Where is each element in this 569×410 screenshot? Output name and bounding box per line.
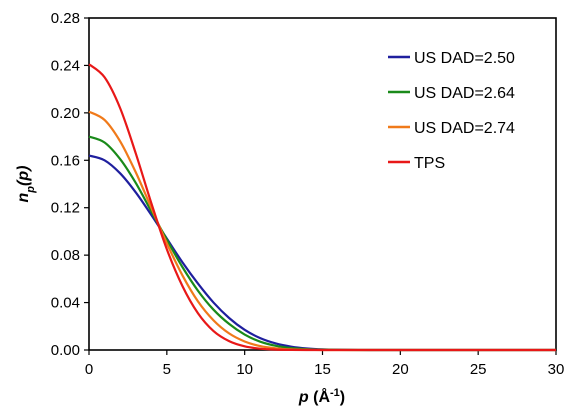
x-axis-title: p (Å-1) xyxy=(298,387,345,406)
y-tick-label: 0.00 xyxy=(51,342,80,359)
y-tick-label: 0.16 xyxy=(51,152,80,169)
legend: US DAD=2.50 US DAD=2.64 US DAD=2.74 TPS xyxy=(388,50,515,172)
x-tick-label: 20 xyxy=(392,361,409,378)
plot-area xyxy=(88,17,557,351)
x-axis-ticks: 0 5 10 15 20 25 30 xyxy=(85,350,565,378)
x-tick-label: 30 xyxy=(548,361,565,378)
x-tick-label: 10 xyxy=(236,361,253,378)
series-line-3 xyxy=(88,63,556,352)
x-tick-label: 5 xyxy=(163,361,171,378)
legend-label: US DAD=2.74 xyxy=(414,120,515,137)
y-axis-title: np(p) xyxy=(15,166,37,203)
legend-label: US DAD=2.64 xyxy=(414,85,515,102)
y-tick-label: 0.28 xyxy=(51,10,80,27)
y-axis-ticks: 0.00 0.04 0.08 0.12 0.16 0.20 0.24 0.28 xyxy=(51,10,89,359)
x-tick-label: 15 xyxy=(314,361,331,378)
x-tick-label: 0 xyxy=(85,361,93,378)
legend-label: US DAD=2.50 xyxy=(414,50,515,67)
y-tick-label: 0.08 xyxy=(51,247,80,264)
y-tick-label: 0.20 xyxy=(51,105,80,122)
legend-label: TPS xyxy=(414,155,445,172)
y-tick-label: 0.04 xyxy=(51,295,80,312)
y-tick-label: 0.12 xyxy=(51,200,80,217)
x-tick-label: 25 xyxy=(470,361,487,378)
series-lines xyxy=(88,63,556,352)
y-tick-label: 0.24 xyxy=(51,57,80,74)
